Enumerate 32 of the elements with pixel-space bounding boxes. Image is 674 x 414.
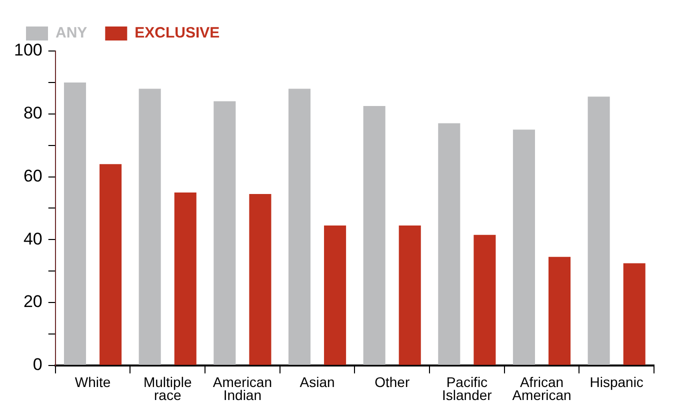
bar bbox=[623, 263, 646, 365]
bar bbox=[548, 256, 571, 365]
bar bbox=[438, 123, 460, 365]
bar bbox=[138, 88, 161, 365]
x-tick-label: White bbox=[74, 374, 111, 390]
bar bbox=[588, 96, 610, 365]
bar bbox=[398, 225, 421, 365]
bar bbox=[288, 88, 311, 365]
x-tick-label: African American bbox=[512, 374, 572, 404]
y-tick-label: 100 bbox=[14, 40, 42, 60]
bar bbox=[64, 82, 86, 365]
y-tick-label: 20 bbox=[23, 292, 42, 312]
y-tick-label: 80 bbox=[23, 104, 42, 123]
x-tick-label: Other bbox=[374, 374, 410, 390]
x-tick-label: Hispanic bbox=[590, 374, 644, 390]
bar bbox=[174, 192, 196, 365]
x-tick-label: Asian bbox=[300, 374, 335, 390]
bar bbox=[100, 164, 122, 365]
bar bbox=[214, 101, 236, 365]
y-tick-label: 40 bbox=[23, 229, 42, 248]
bar bbox=[249, 194, 272, 365]
x-tick-label: American Indian bbox=[212, 374, 272, 404]
bar bbox=[363, 106, 386, 365]
legend-label: EXCLUSIVE bbox=[134, 24, 220, 42]
y-tick-label: 60 bbox=[23, 166, 42, 186]
bar bbox=[324, 225, 346, 365]
bar bbox=[474, 234, 496, 365]
legend-label: ANY bbox=[56, 24, 88, 42]
x-tick-label: Pacific Islander bbox=[442, 374, 492, 404]
y-tick-label: 0 bbox=[32, 355, 42, 374]
bar bbox=[512, 130, 536, 365]
x-tick-label: Multiple race bbox=[143, 374, 192, 404]
